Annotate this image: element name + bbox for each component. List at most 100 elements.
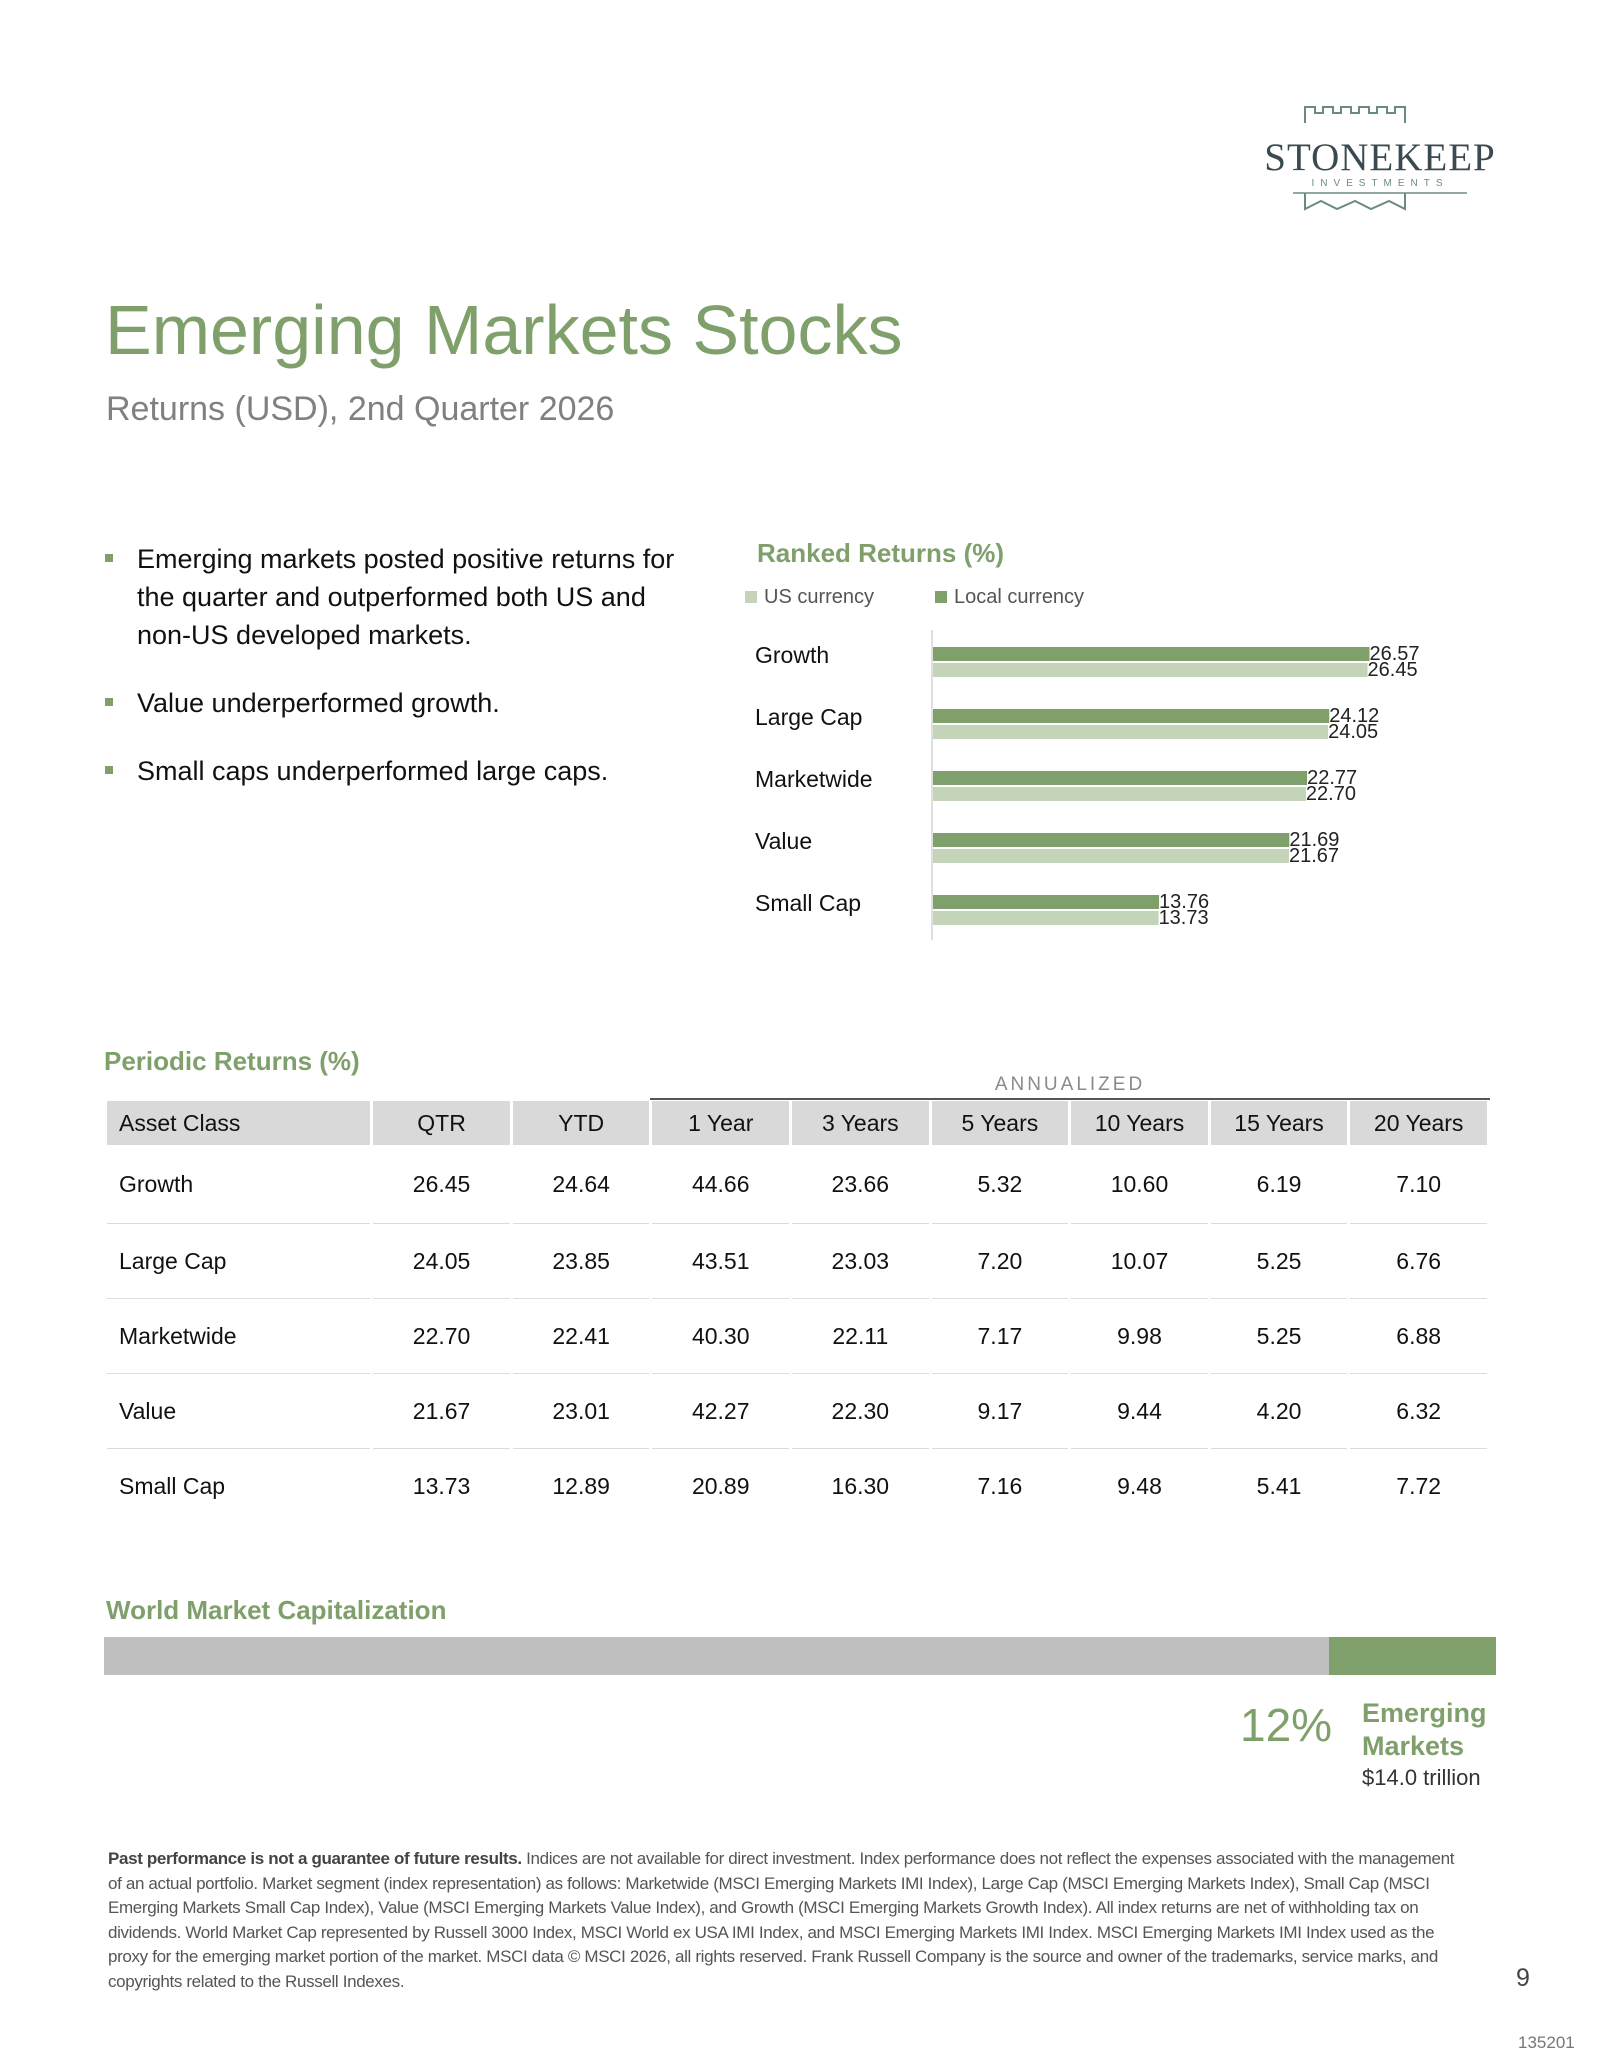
bullet-text: Value underperformed growth. (137, 688, 500, 718)
table-cell: 10.07 (1071, 1224, 1208, 1299)
legend-swatch-us (745, 591, 757, 603)
table-cell: 23.01 (512, 1374, 650, 1449)
table-cell: 5.32 (931, 1145, 1069, 1224)
bar-us (933, 663, 1368, 677)
legend-item-local: Local currency (935, 586, 1084, 609)
bar-local (933, 647, 1370, 661)
periodic-returns-table: Asset Class QTR YTD 1 Year 3 Years 5 Yea… (104, 1101, 1490, 1523)
key-points-list: Emerging markets posted positive returns… (105, 540, 685, 820)
bullet-marker-icon (105, 698, 113, 706)
market-cap-bar (104, 1637, 1496, 1675)
table-cell: 5.25 (1210, 1224, 1348, 1299)
table-row: Growth 26.45 24.64 44.66 23.66 5.32 10.6… (107, 1145, 1487, 1224)
table-cell: 23.85 (512, 1224, 650, 1299)
bullet-text: Small caps underperformed large caps. (137, 756, 609, 786)
logo-tagline: INVESTMENTS (1311, 178, 1449, 189)
market-cap-percent: 12% (1240, 1699, 1333, 1751)
periodic-returns-title: Periodic Returns (%) (104, 1046, 360, 1076)
market-cap-amount: $14.0 trillion (1362, 1765, 1481, 1790)
table-cell: 7.10 (1350, 1145, 1487, 1224)
bar-local (933, 771, 1308, 785)
bullet-item: Emerging markets posted positive returns… (105, 540, 685, 654)
table-cell: 42.27 (652, 1374, 790, 1449)
table-cell: 13.73 (412, 1472, 471, 1499)
table-cell: 43.51 (652, 1224, 790, 1299)
market-cap-title: World Market Capitalization (106, 1595, 447, 1625)
bullet-marker-icon (105, 766, 113, 774)
table-cell: 44.66 (652, 1145, 790, 1224)
table-header-row: Asset Class QTR YTD 1 Year 3 Years 5 Yea… (107, 1101, 1487, 1145)
bar-us (933, 725, 1329, 739)
data-label: 13.76 (1159, 891, 1209, 913)
table-cell: 22.30 (792, 1374, 929, 1449)
bullet-item: Small caps underperformed large caps. (105, 752, 685, 790)
table-cell: 22.11 (792, 1299, 929, 1374)
legend-label-us: US currency (764, 586, 875, 608)
table-cell: Value (107, 1374, 371, 1449)
emerging-markets-share-fill (1328, 1637, 1496, 1675)
data-label: 26.45 (1368, 659, 1418, 681)
table-row: Value 21.67 23.01 42.27 22.30 9.17 9.44 … (107, 1374, 1487, 1449)
legend-label-local: Local currency (954, 586, 1085, 608)
annualized-label: ANNUALIZED (994, 1074, 1146, 1095)
table-cell: 9.44 (1071, 1374, 1208, 1449)
disclaimer-text: Indices are not available for direct inv… (108, 1849, 1455, 1991)
column-header: 3 Years (792, 1101, 929, 1145)
table-cell: 5.41 (1256, 1472, 1302, 1499)
column-header: 20 Years (1350, 1101, 1487, 1145)
table-cell: 6.76 (1350, 1224, 1487, 1299)
table-cell: 12.89 (552, 1472, 610, 1499)
table-cell: 16.30 (831, 1472, 890, 1499)
market-cap-segment-label: Emerging Markets (1362, 1698, 1487, 1761)
category-label: Growth (755, 642, 829, 668)
column-header: 1 Year (652, 1101, 790, 1145)
column-header: YTD (512, 1101, 650, 1145)
bar-local (933, 833, 1290, 847)
bar-us (933, 849, 1290, 863)
column-header: 10 Years (1071, 1101, 1208, 1145)
table-cell: 10.60 (1071, 1145, 1208, 1224)
table-cell: 6.32 (1350, 1374, 1487, 1449)
disclaimer-bold: Past performance is not a guarantee of f… (108, 1849, 522, 1868)
table-cell: 9.48 (1117, 1472, 1162, 1499)
page-number: 9 (1516, 1964, 1530, 1992)
table-cell: 7.16 (977, 1472, 1023, 1499)
column-header: 5 Years (931, 1101, 1069, 1145)
table-cell: 24.05 (373, 1224, 510, 1299)
data-label: 22.70 (1306, 783, 1356, 805)
category-label: Marketwide (755, 766, 873, 792)
table-row: Large Cap 24.05 23.85 43.51 23.03 7.20 1… (107, 1224, 1487, 1299)
column-header: Asset Class (107, 1101, 371, 1145)
table-cell: 23.03 (792, 1224, 929, 1299)
table-cell: 4.20 (1210, 1374, 1348, 1449)
table-cell: Growth (107, 1145, 371, 1224)
bar-local (933, 709, 1330, 723)
category-label: Value (755, 828, 812, 854)
bar-local (933, 895, 1160, 909)
chart-title: Ranked Returns (%) (757, 538, 1005, 568)
data-label: 26.57 (1370, 643, 1420, 665)
bar-us (933, 787, 1306, 801)
legend-item-us: US currency (745, 586, 874, 609)
table-cell: 7.17 (931, 1299, 1069, 1374)
bar-us (933, 911, 1159, 925)
table-cell: 5.25 (1210, 1299, 1348, 1374)
table-cell: 22.41 (512, 1299, 650, 1374)
table-row: Small Cap 13.73 12.89 20.89 16.30 7.16 9… (107, 1449, 1487, 1523)
disclaimer: Past performance is not a guarantee of f… (108, 1847, 1468, 1994)
bullet-item: Value underperformed growth. (105, 684, 685, 722)
data-label: 21.69 (1289, 829, 1339, 851)
table-cell: 21.67 (373, 1374, 510, 1449)
castle-outline-icon (1293, 106, 1467, 211)
stonekeep-logo: STONEKEEP INVESTMENTS (1255, 105, 1505, 225)
data-label: 24.12 (1329, 705, 1379, 727)
table-cell: 6.19 (1210, 1145, 1348, 1224)
category-label: Large Cap (755, 704, 862, 730)
table-cell: 6.88 (1350, 1299, 1487, 1374)
column-header: 15 Years (1210, 1101, 1348, 1145)
table-cell: 7.20 (931, 1224, 1069, 1299)
table-cell: Small Cap (119, 1472, 226, 1499)
table-cell: Large Cap (107, 1224, 371, 1299)
table-cell: 9.98 (1071, 1299, 1208, 1374)
